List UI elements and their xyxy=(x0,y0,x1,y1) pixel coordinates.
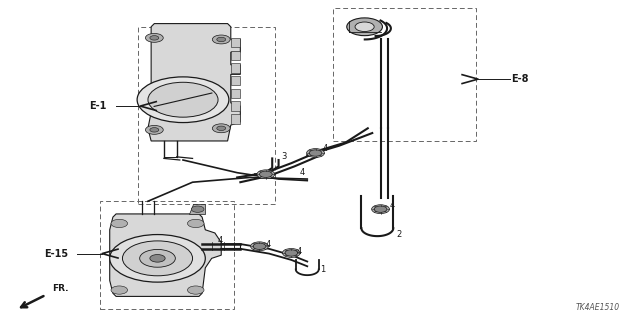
Circle shape xyxy=(145,125,163,134)
Circle shape xyxy=(212,124,230,133)
Polygon shape xyxy=(109,214,221,296)
Circle shape xyxy=(257,170,275,179)
Circle shape xyxy=(150,128,159,132)
Text: 4: 4 xyxy=(300,168,305,177)
Bar xyxy=(333,8,476,141)
Polygon shape xyxy=(189,204,205,214)
Circle shape xyxy=(307,148,324,157)
Text: 4: 4 xyxy=(323,144,328,153)
Circle shape xyxy=(347,18,383,36)
Polygon shape xyxy=(231,51,241,60)
Circle shape xyxy=(259,171,272,178)
Circle shape xyxy=(217,126,226,131)
Circle shape xyxy=(253,243,266,250)
Circle shape xyxy=(111,286,127,294)
Circle shape xyxy=(285,250,298,256)
Circle shape xyxy=(188,219,204,228)
Circle shape xyxy=(122,241,193,276)
Circle shape xyxy=(150,254,165,262)
Polygon shape xyxy=(231,38,241,47)
Circle shape xyxy=(372,205,390,214)
Bar xyxy=(100,201,234,309)
Circle shape xyxy=(309,150,322,156)
Bar xyxy=(138,27,275,204)
Text: 2: 2 xyxy=(396,230,402,239)
Circle shape xyxy=(250,242,268,251)
Circle shape xyxy=(188,286,204,294)
Text: E-15: E-15 xyxy=(44,249,68,259)
Text: 4: 4 xyxy=(266,240,271,249)
Circle shape xyxy=(212,35,230,44)
Circle shape xyxy=(140,250,175,267)
Text: 4: 4 xyxy=(296,247,301,257)
Polygon shape xyxy=(231,89,241,98)
Text: FR.: FR. xyxy=(52,284,69,292)
Polygon shape xyxy=(145,24,241,141)
Circle shape xyxy=(150,36,159,40)
Text: 3: 3 xyxy=(282,152,287,161)
Circle shape xyxy=(145,33,163,42)
Text: E-1: E-1 xyxy=(89,101,106,111)
Text: 4: 4 xyxy=(390,202,396,211)
Circle shape xyxy=(137,77,229,123)
Text: 1: 1 xyxy=(320,265,325,274)
Circle shape xyxy=(374,206,387,212)
Polygon shape xyxy=(231,114,241,124)
Polygon shape xyxy=(231,63,241,73)
Text: TK4AE1510: TK4AE1510 xyxy=(575,303,620,312)
Circle shape xyxy=(191,206,204,212)
Polygon shape xyxy=(231,76,241,85)
Circle shape xyxy=(282,249,300,257)
Polygon shape xyxy=(231,101,241,111)
Circle shape xyxy=(148,82,218,117)
Circle shape xyxy=(217,37,226,42)
Text: 4: 4 xyxy=(218,236,223,245)
Text: E-8: E-8 xyxy=(511,74,529,84)
Circle shape xyxy=(109,235,205,282)
Circle shape xyxy=(355,22,374,32)
Circle shape xyxy=(111,219,127,228)
